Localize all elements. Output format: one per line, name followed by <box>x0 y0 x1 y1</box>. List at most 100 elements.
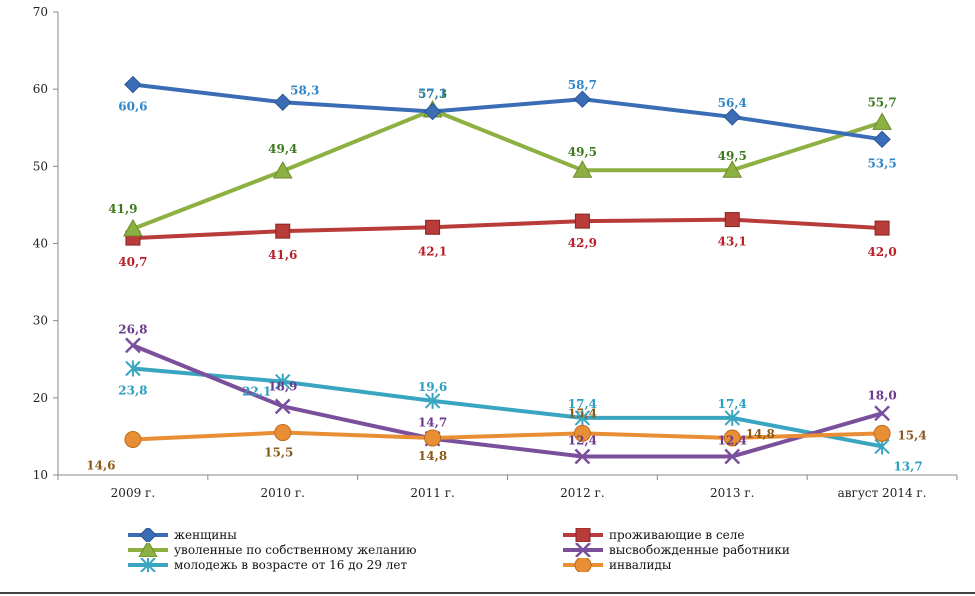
data-label: 23,8 <box>118 384 147 398</box>
data-point <box>139 528 157 542</box>
data-label: 53,5 <box>867 156 896 170</box>
data-point <box>425 219 441 235</box>
data-label: 49,4 <box>268 142 297 156</box>
legend-swatch <box>563 543 603 557</box>
data-label: 58,7 <box>568 78 597 92</box>
series-line <box>132 217 883 241</box>
data-label: 43,1 <box>718 235 747 249</box>
y-tick-label: 10 <box>33 468 48 482</box>
legend-swatch <box>128 558 168 572</box>
legend-label: высвобожденные работники <box>609 543 790 557</box>
y-tick-label: 40 <box>33 237 48 251</box>
data-point <box>722 160 743 178</box>
data-point <box>125 337 141 354</box>
series-1 <box>125 212 890 246</box>
data-point <box>872 112 892 130</box>
data-point <box>123 218 143 237</box>
legend-item: женщины <box>128 528 237 542</box>
data-point <box>574 558 592 572</box>
x-tick-label: 2009 г. <box>111 486 155 500</box>
series-line <box>132 366 883 449</box>
data-label: 18,9 <box>268 379 297 393</box>
data-point <box>873 130 891 149</box>
x-tick-label: август 2014 г. <box>838 486 927 500</box>
data-point <box>874 220 890 236</box>
data-label: 18,0 <box>867 388 896 402</box>
x-tick-label: 2011 г. <box>410 486 454 500</box>
data-label: 49,5 <box>568 145 597 159</box>
data-point <box>572 160 593 178</box>
legend-label: проживающие в селе <box>609 528 745 542</box>
data-point <box>274 398 291 415</box>
x-tick-label: 2010 г. <box>261 486 305 500</box>
series-line <box>132 430 883 442</box>
series-3 <box>125 337 890 465</box>
data-point <box>573 424 591 442</box>
data-point <box>275 373 291 390</box>
data-point <box>272 160 293 179</box>
data-label: 12,4 <box>568 433 597 447</box>
y-tick-label: 60 <box>33 82 48 96</box>
data-point <box>723 108 741 126</box>
data-label: 22,1 <box>242 385 271 399</box>
data-label: 42,9 <box>568 236 597 250</box>
chart-data-labels: 23,8 22,1 19,6 17,4 17,4 13,7 26,8 18,9 14,7 12,4… <box>86 78 926 473</box>
data-point <box>724 409 740 426</box>
data-label: 14,8 <box>418 449 447 463</box>
y-tick-label: 20 <box>33 391 48 405</box>
y-tick-label: 50 <box>33 159 48 173</box>
legend-item: молодежь в возрасте от 16 до 29 лет <box>128 558 407 572</box>
data-label: 57,3 <box>418 87 447 101</box>
data-label: 15,4 <box>897 428 926 442</box>
data-point <box>873 424 891 442</box>
data-label: 57,1 <box>418 87 447 101</box>
data-point <box>575 543 591 557</box>
data-label: 12,4 <box>718 433 747 447</box>
data-label: 42,0 <box>867 245 896 259</box>
data-label: 14,6 <box>86 459 115 473</box>
data-label: 15,5 <box>264 446 293 460</box>
legend-swatch <box>128 528 168 542</box>
data-label: 41,6 <box>268 248 297 262</box>
data-point <box>424 392 441 409</box>
data-point <box>140 558 156 572</box>
data-point <box>138 543 158 557</box>
data-point <box>124 75 142 94</box>
legend-label: уволенные по собственному желанию <box>174 543 417 557</box>
y-tick-label: 30 <box>33 314 48 328</box>
chart-series <box>123 75 892 465</box>
legend-swatch <box>128 543 168 557</box>
data-label: 15,4 <box>568 406 597 420</box>
data-point <box>573 90 592 108</box>
y-tick-label: 70 <box>33 5 48 19</box>
legend-item: уволенные по собственному желанию <box>128 543 416 557</box>
series-0 <box>124 75 891 149</box>
data-label: 26,8 <box>118 322 147 336</box>
data-point <box>724 212 740 228</box>
data-label: 14,8 <box>746 427 775 441</box>
data-point <box>874 405 890 422</box>
legend-item: инвалиды <box>563 558 671 572</box>
data-point <box>423 102 442 121</box>
data-label: 41,9 <box>108 202 137 216</box>
legend-item: проживающие в селе <box>563 528 745 542</box>
data-point <box>125 360 141 377</box>
legend-swatch <box>563 528 603 542</box>
data-label: 13,7 <box>893 459 922 473</box>
data-point <box>274 93 292 111</box>
data-label: 56,4 <box>718 96 747 110</box>
data-label: 19,6 <box>418 380 447 394</box>
data-label: 60,6 <box>118 100 147 114</box>
series-5 <box>124 424 891 449</box>
data-point <box>575 528 591 542</box>
data-point <box>723 429 741 447</box>
data-point <box>574 448 591 465</box>
data-point <box>574 213 590 229</box>
chart-axes: 10 20 30 40 50 60 70 2009 г. 2010 г. 2011 г. 2012 … <box>33 5 958 500</box>
series-line <box>132 343 883 459</box>
x-tick-label: 2012 г. <box>560 486 604 500</box>
data-label: 14,7 <box>418 416 447 430</box>
series-line <box>132 82 883 142</box>
data-label: 17,4 <box>568 397 597 411</box>
